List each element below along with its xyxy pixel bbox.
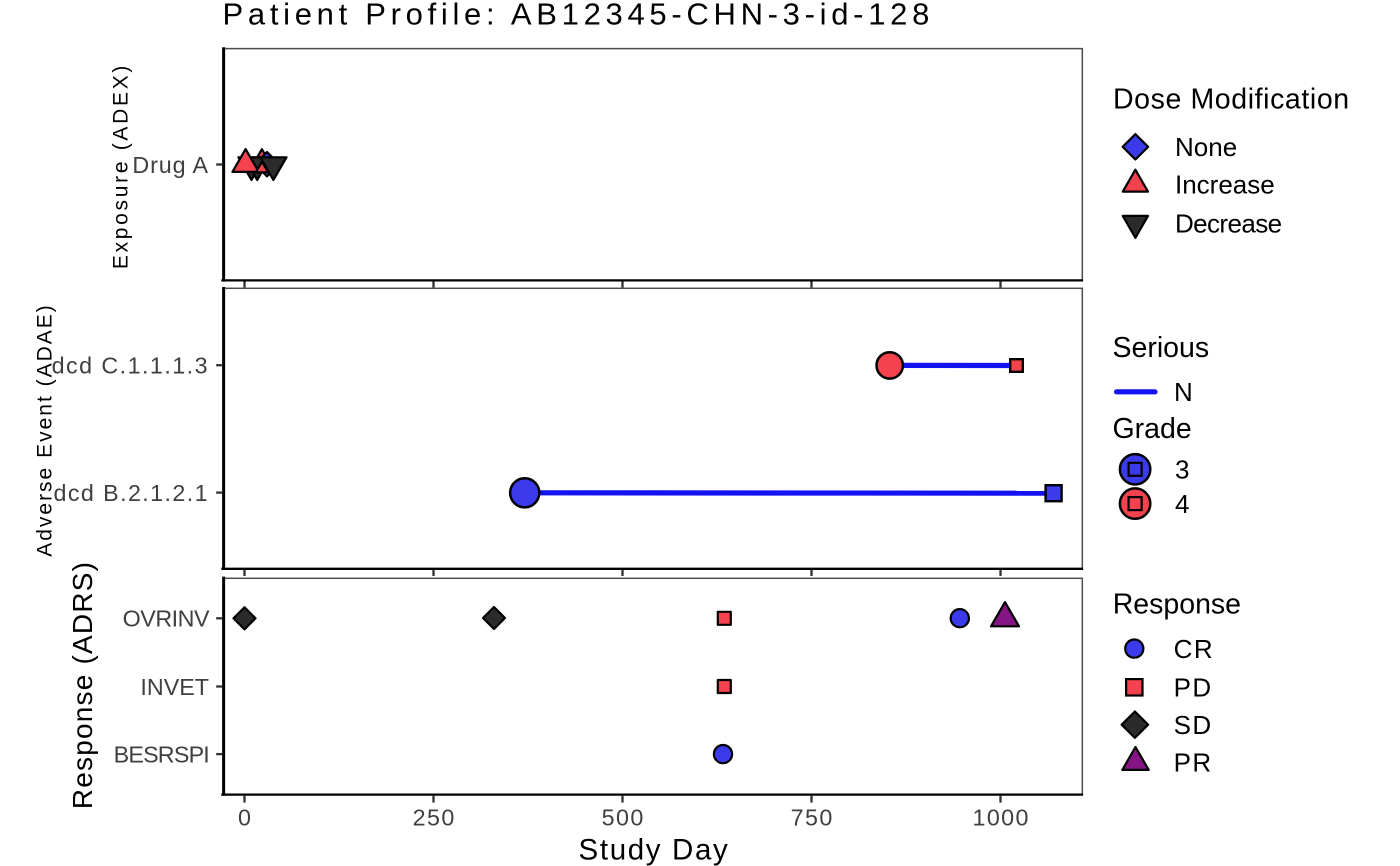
svg-text:250: 250 [413, 805, 456, 831]
svg-text:Dose Modification: Dose Modification [1113, 84, 1350, 116]
svg-text:Response: Response [1113, 589, 1241, 621]
svg-text:4: 4 [1175, 489, 1189, 519]
svg-text:Grade: Grade [1113, 413, 1192, 445]
svg-text:BESRSPI: BESRSPI [114, 741, 209, 767]
svg-text:Patient Profile: AB12345-CHN-3: Patient Profile: AB12345-CHN-3-id-128 [223, 0, 935, 32]
svg-text:Increase: Increase [1175, 170, 1275, 200]
svg-text:dcd C.1.1.1.3: dcd C.1.1.1.3 [52, 353, 209, 379]
svg-text:SD: SD [1174, 710, 1213, 740]
svg-text:3: 3 [1175, 455, 1189, 485]
svg-text:OVRINV: OVRINV [123, 606, 210, 632]
svg-text:1000: 1000 [972, 805, 1029, 831]
svg-text:CR: CR [1174, 634, 1215, 664]
svg-text:500: 500 [602, 805, 645, 831]
svg-text:N: N [1174, 377, 1193, 407]
svg-text:Study Day: Study Day [579, 833, 730, 866]
svg-text:750: 750 [791, 805, 834, 831]
svg-text:INVET: INVET [140, 674, 209, 700]
svg-text:PD: PD [1174, 673, 1213, 703]
svg-text:Response (ADRS): Response (ADRS) [67, 561, 98, 809]
svg-text:Adverse Event (ADAE): Adverse Event (ADAE) [34, 303, 57, 557]
svg-text:Drug A: Drug A [132, 152, 209, 178]
svg-text:0: 0 [238, 805, 251, 831]
svg-text:PR: PR [1174, 748, 1213, 778]
svg-text:Decrease: Decrease [1175, 209, 1282, 239]
svg-text:dcd B.2.1.2.1: dcd B.2.1.2.1 [54, 480, 210, 506]
svg-text:None: None [1175, 132, 1237, 162]
svg-text:Exposure (ADEX): Exposure (ADEX) [110, 63, 133, 269]
svg-text:Serious: Serious [1113, 332, 1210, 364]
